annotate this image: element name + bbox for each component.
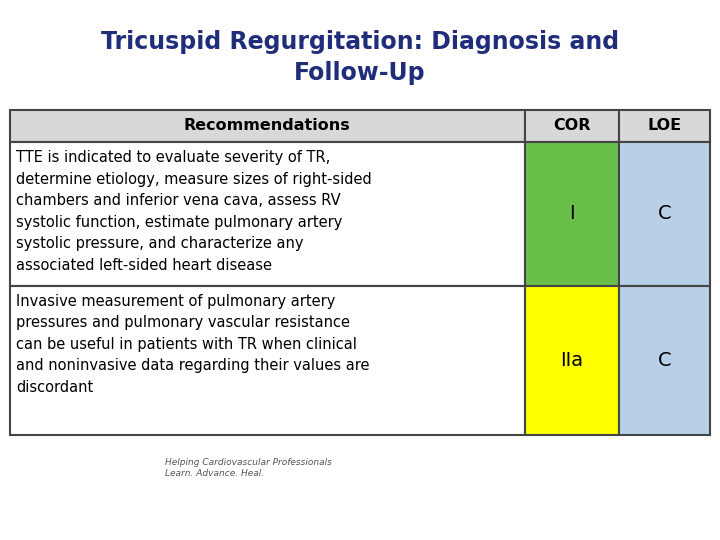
Bar — [10, 142, 524, 286]
Text: C: C — [657, 351, 671, 370]
Bar — [619, 286, 710, 435]
Text: COR: COR — [553, 118, 590, 133]
Bar — [10, 286, 524, 435]
Text: LOE: LOE — [647, 118, 682, 133]
Text: Recommendations: Recommendations — [184, 118, 351, 133]
Text: Invasive measurement of pulmonary artery
pressures and pulmonary vascular resist: Invasive measurement of pulmonary artery… — [16, 294, 369, 395]
Text: Helping Cardiovascular Professionals
Learn. Advance. Heal.: Helping Cardiovascular Professionals Lea… — [165, 457, 332, 478]
Bar — [524, 286, 619, 435]
Text: TTE is indicated to evaluate severity of TR,
determine etiology, measure sizes o: TTE is indicated to evaluate severity of… — [16, 150, 372, 273]
Text: C: C — [657, 204, 671, 223]
Text: Tricuspid Regurgitation: Diagnosis and
Follow-Up: Tricuspid Regurgitation: Diagnosis and F… — [101, 30, 619, 85]
Bar — [524, 142, 619, 286]
Bar — [619, 110, 710, 142]
Bar — [619, 142, 710, 286]
Bar — [10, 110, 524, 142]
Bar — [524, 110, 619, 142]
Text: I: I — [569, 204, 575, 223]
Text: IIa: IIa — [560, 351, 583, 370]
